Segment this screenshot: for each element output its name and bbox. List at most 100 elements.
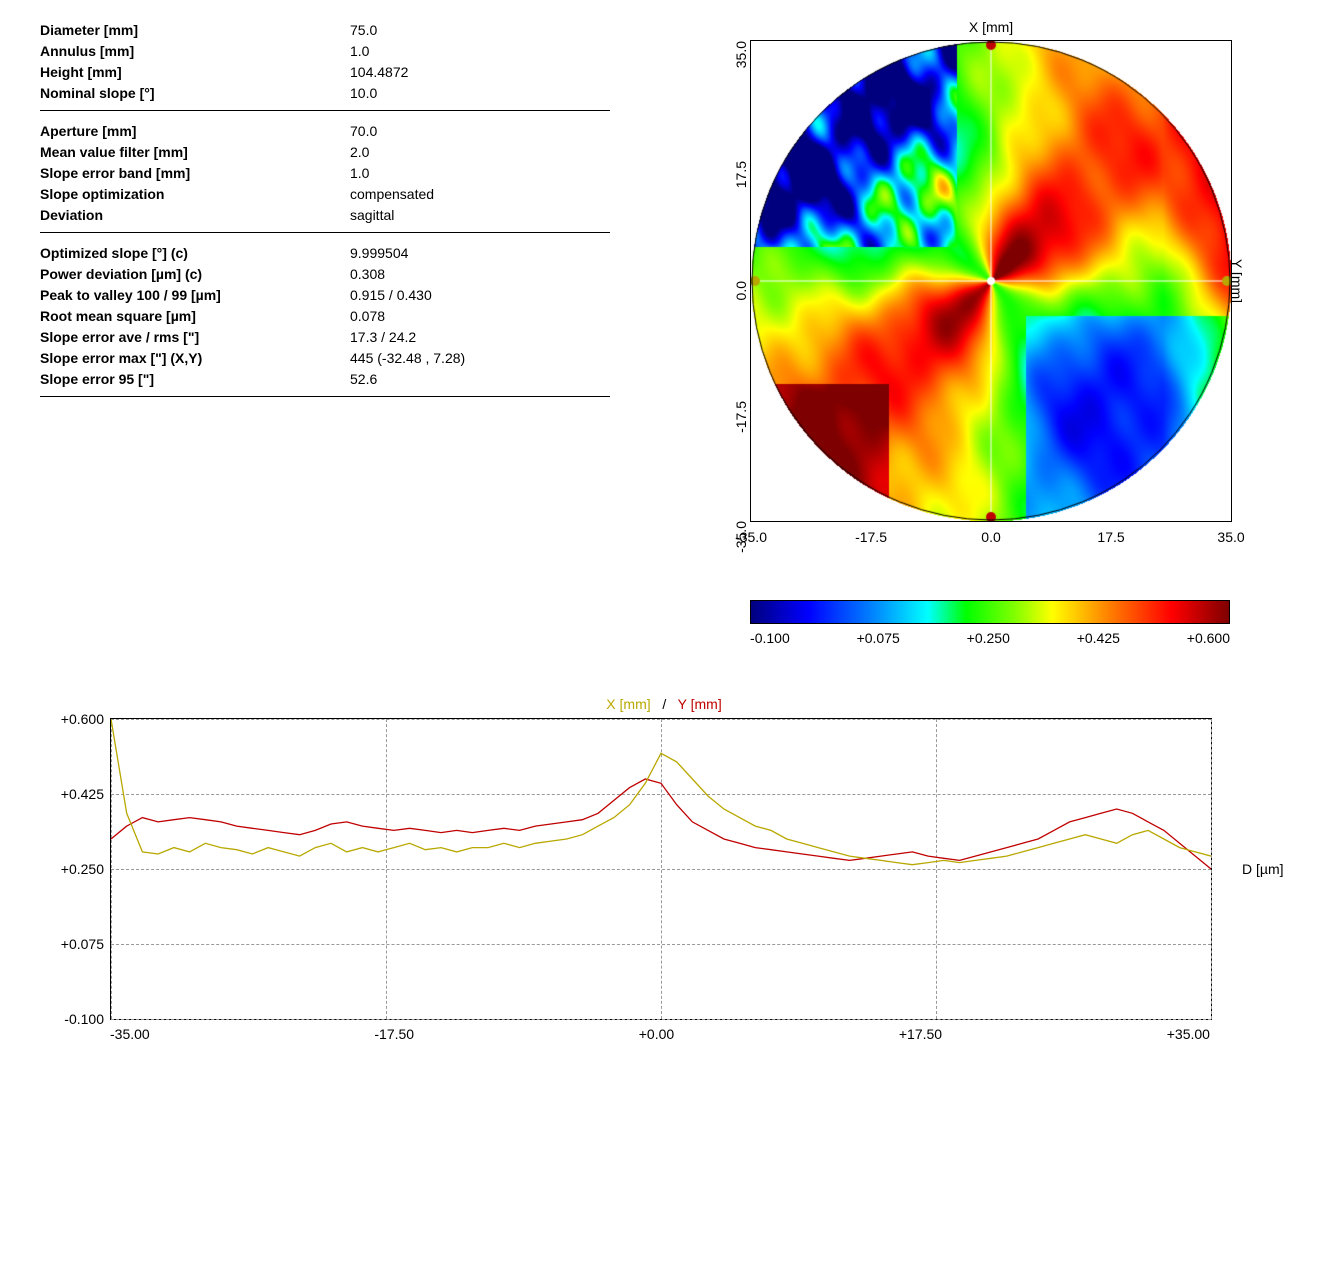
param-label: Optimized slope [°] (c) — [40, 243, 350, 264]
linechart-x-tick: +0.00 — [639, 1026, 674, 1042]
param-value: 2.0 — [350, 142, 369, 163]
colorbar-tick-label: +0.600 — [1187, 630, 1230, 646]
linechart-x-labels: -35.00 -17.50 +0.00 +17.50 +35.00 — [110, 1026, 1210, 1042]
parameter-table: Diameter [mm]75.0Annulus [mm]1.0Height [… — [10, 10, 630, 407]
colorbar-tick-label: +0.425 — [1077, 630, 1120, 646]
heatmap-x-tick: 35.0 — [1217, 529, 1244, 545]
linechart-y-tick: +0.075 — [61, 936, 104, 952]
param-label: Slope optimization — [40, 184, 350, 205]
param-value: 1.0 — [350, 163, 369, 184]
colorbar-area: -0.100 +0.075 +0.250 +0.425 +0.600 — [750, 600, 1230, 646]
heatmap-y-tick: -17.5 — [733, 401, 749, 433]
param-label: Slope error max ["] (X,Y) — [40, 348, 350, 369]
param-row: Root mean square [µm]0.078 — [40, 306, 610, 327]
param-value: 9.999504 — [350, 243, 408, 264]
heatmap-y-tick: 35.0 — [733, 41, 749, 68]
param-value: 445 (-32.48 , 7.28) — [350, 348, 465, 369]
legend-separator: / — [662, 696, 666, 712]
linechart-y-labels: +0.600+0.425+0.250+0.075-0.100 — [40, 719, 110, 1019]
param-label: Nominal slope [°] — [40, 83, 350, 104]
linechart-x-tick: +17.50 — [899, 1026, 942, 1042]
linechart-legend: X [mm] / Y [mm] — [40, 696, 1288, 712]
linechart-x-tick: -17.50 — [374, 1026, 414, 1042]
param-row: Power deviation [µm] (c)0.308 — [40, 264, 610, 285]
series-y-line — [111, 779, 1211, 869]
param-label: Peak to valley 100 / 99 [µm] — [40, 285, 350, 306]
heatmap-x-tick: 17.5 — [1097, 529, 1124, 545]
param-label: Aperture [mm] — [40, 121, 350, 142]
linechart-y-tick: +0.250 — [61, 861, 104, 877]
param-label: Slope error 95 ["] — [40, 369, 350, 390]
param-row: Aperture [mm]70.0 — [40, 121, 610, 142]
param-label: Deviation — [40, 205, 350, 226]
param-value: 75.0 — [350, 20, 377, 41]
param-value: 0.078 — [350, 306, 385, 327]
heatmap-x-axis-title: X [mm] — [969, 19, 1013, 35]
param-value: 70.0 — [350, 121, 377, 142]
linechart-y-tick: +0.600 — [61, 711, 104, 727]
linechart-x-tick: +35.00 — [1167, 1026, 1210, 1042]
param-group-2: Aperture [mm]70.0Mean value filter [mm]2… — [40, 121, 610, 233]
param-value: sagittal — [350, 205, 394, 226]
linechart-right-label: D [µm] — [1242, 861, 1284, 877]
param-label: Root mean square [µm] — [40, 306, 350, 327]
top-row: Diameter [mm]75.0Annulus [mm]1.0Height [… — [10, 10, 1318, 646]
grid-line-vertical — [1211, 719, 1212, 1019]
param-label: Power deviation [µm] (c) — [40, 264, 350, 285]
linechart-wrap: +0.600+0.425+0.250+0.075-0.100 D [µm] — [40, 718, 1288, 1020]
param-row: Diameter [mm]75.0 — [40, 20, 610, 41]
colorbar-tick-label: +0.250 — [967, 630, 1010, 646]
param-value: 0.915 / 0.430 — [350, 285, 432, 306]
linechart-y-tick: +0.425 — [61, 786, 104, 802]
legend-x-label: X [mm] — [606, 696, 650, 712]
heatmap-box: X [mm] Y [mm] -35.0-17.50.017.535.0-35.0… — [690, 10, 1270, 570]
colorbar-tick-label: -0.100 — [750, 630, 790, 646]
heatmap-x-tick: 0.0 — [981, 529, 1000, 545]
param-row: Mean value filter [mm]2.0 — [40, 142, 610, 163]
heatmap-x-tick: -17.5 — [855, 529, 887, 545]
param-row: Slope optimizationcompensated — [40, 184, 610, 205]
heatmap-y-tick: -35.0 — [733, 521, 749, 553]
param-value: 1.0 — [350, 41, 369, 62]
param-row: Slope error max ["] (X,Y)445 (-32.48 , 7… — [40, 348, 610, 369]
param-row: Slope error ave / rms ["]17.3 / 24.2 — [40, 327, 610, 348]
param-label: Mean value filter [mm] — [40, 142, 350, 163]
param-value: 17.3 / 24.2 — [350, 327, 416, 348]
param-row: Slope error 95 ["]52.6 — [40, 369, 610, 390]
param-value: 52.6 — [350, 369, 377, 390]
colorbar-tick-label: +0.075 — [857, 630, 900, 646]
param-label: Diameter [mm] — [40, 20, 350, 41]
colorbar — [750, 600, 1230, 624]
param-label: Annulus [mm] — [40, 41, 350, 62]
param-label: Height [mm] — [40, 62, 350, 83]
heatmap-y-tick: 0.0 — [733, 281, 749, 300]
linechart-x-tick: -35.00 — [110, 1026, 150, 1042]
param-row: Peak to valley 100 / 99 [µm]0.915 / 0.43… — [40, 285, 610, 306]
param-row: Nominal slope [°]10.0 — [40, 83, 610, 104]
linechart-plot — [110, 718, 1212, 1020]
param-group-3: Optimized slope [°] (c)9.999504Power dev… — [40, 243, 610, 397]
heatmap-plot: X [mm] Y [mm] -35.0-17.50.017.535.0-35.0… — [750, 40, 1232, 522]
param-row: Slope error band [mm]1.0 — [40, 163, 610, 184]
param-row: Deviationsagittal — [40, 205, 610, 226]
param-value: 0.308 — [350, 264, 385, 285]
heatmap-area: X [mm] Y [mm] -35.0-17.50.017.535.0-35.0… — [630, 10, 1318, 646]
param-row: Optimized slope [°] (c)9.999504 — [40, 243, 610, 264]
param-group-1: Diameter [mm]75.0Annulus [mm]1.0Height [… — [40, 20, 610, 111]
linechart-area: X [mm] / Y [mm] +0.600 +0.425 +0.250 +0.075… — [10, 696, 1318, 1042]
param-row: Annulus [mm]1.0 — [40, 41, 610, 62]
param-row: Height [mm]104.4872 — [40, 62, 610, 83]
series-x-line — [111, 719, 1211, 865]
param-value: 104.4872 — [350, 62, 408, 83]
legend-y-label: Y [mm] — [678, 696, 722, 712]
heatmap-canvas — [751, 41, 1231, 521]
param-value: compensated — [350, 184, 434, 205]
colorbar-labels: -0.100 +0.075 +0.250 +0.425 +0.600 — [750, 630, 1230, 646]
grid-line-horizontal — [111, 1019, 1211, 1020]
heatmap-y-axis-title: Y [mm] — [1229, 259, 1245, 303]
linechart-y-tick: -0.100 — [64, 1011, 104, 1027]
linechart-svg — [111, 719, 1211, 1019]
param-label: Slope error band [mm] — [40, 163, 350, 184]
heatmap-y-tick: 17.5 — [733, 161, 749, 188]
param-label: Slope error ave / rms ["] — [40, 327, 350, 348]
